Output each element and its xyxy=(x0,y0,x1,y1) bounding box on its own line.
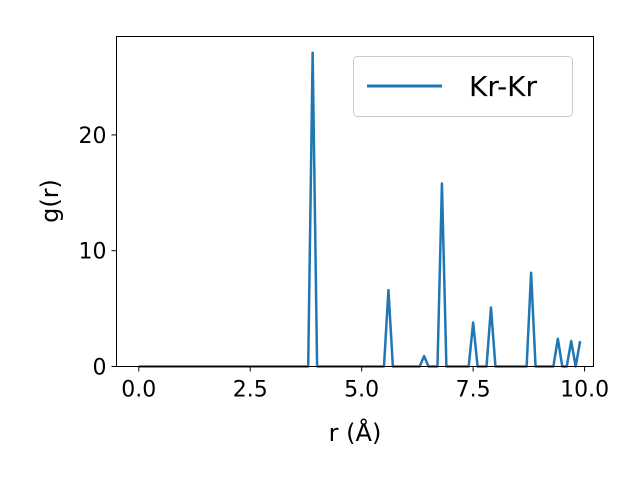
x-tick-label: 10.0 xyxy=(560,378,609,403)
legend-label-kr-kr: Kr-Kr xyxy=(469,70,538,103)
y-tick-label: 0 xyxy=(93,356,107,381)
series-line-kr-kr xyxy=(138,51,582,368)
y-axis: 0 10 20 xyxy=(79,124,117,381)
y-tick-label: 20 xyxy=(79,124,107,149)
legend-frame xyxy=(353,56,573,117)
y-tick-label: 10 xyxy=(79,240,107,265)
y-axis-label: g(r) xyxy=(36,179,64,223)
plot-area xyxy=(138,51,582,368)
x-tick-label: 0.0 xyxy=(121,378,156,403)
x-tick-label: 5.0 xyxy=(344,378,379,403)
x-tick-label: 7.5 xyxy=(456,378,491,403)
x-axis: 0.0 2.5 5.0 7.5 10.0 xyxy=(121,366,609,403)
plot-frame xyxy=(116,36,594,367)
legend: Kr-Kr xyxy=(353,56,573,117)
x-axis-label: r (Å) xyxy=(329,418,382,447)
x-tick-label: 2.5 xyxy=(233,378,268,403)
